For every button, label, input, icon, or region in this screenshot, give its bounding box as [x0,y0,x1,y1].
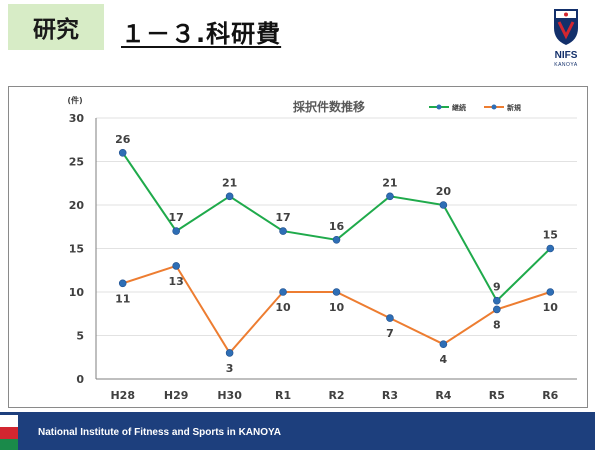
data-label: 3 [226,362,234,375]
data-point [439,340,448,349]
x-tick-label: R1 [275,389,291,402]
data-label: 17 [169,211,184,224]
y-tick-label: 0 [76,373,84,386]
logo-subtext: KANOYA [554,62,578,68]
data-point [118,279,127,288]
data-point [493,296,501,305]
footer: National Institute of Fitness and Sports… [0,412,595,450]
line-chart: 0 5 10 15 20 25 30 H28 H29 H30 R1 R2 R3 R4 R5 R6 26 17 21… [67,95,577,402]
section-tag: 研究 [8,4,104,50]
data-point [118,149,127,157]
footer-bar [18,415,595,450]
data-label: 10 [329,301,345,314]
x-tick-label: R2 [328,389,344,402]
logo-wordmark: NIFS [554,50,578,61]
y-tick-label: 10 [69,286,85,299]
y-tick-label: 30 [69,112,85,125]
data-label: 8 [493,318,501,331]
data-point [546,288,555,296]
data-label: 15 [543,229,558,242]
legend-swatch-marker [436,104,442,110]
shield-emblem-icon [554,9,578,45]
data-label: 13 [169,275,184,288]
data-label: 21 [222,176,237,189]
data-point [279,288,287,296]
x-tick-label: R3 [382,389,398,402]
data-point [172,227,180,235]
data-label: 4 [440,353,448,366]
data-point [386,314,394,322]
data-label: 21 [382,176,397,189]
data-label: 16 [329,220,345,233]
legend-swatch-marker [491,104,497,110]
legend-label: 新規 [507,103,521,112]
data-point [172,262,180,270]
data-point [546,244,555,253]
footer-flag-icon [0,412,18,450]
data-point [225,349,234,357]
x-tick-label: H28 [110,389,135,402]
data-point [493,305,501,314]
data-label: 26 [115,133,131,146]
y-tick-label: 25 [69,156,84,169]
y-tick-label: 5 [76,330,84,343]
footer-institution-name: National Institute of Fitness and Sports… [38,427,281,438]
data-point [279,227,287,235]
data-point [225,192,234,201]
x-tick-label: R5 [489,389,505,402]
data-label: 10 [275,301,291,314]
chart-legend: 継続 新規 [429,103,521,112]
y-axis-unit: (件) [67,95,82,105]
data-label: 20 [436,185,452,198]
data-point [332,236,341,244]
x-tick-label: R4 [435,389,451,402]
data-point [439,201,448,209]
chart-title: 採択件数推移 [293,99,365,114]
x-tick-label: H29 [164,389,189,402]
data-label: 9 [493,281,501,294]
data-point [386,192,394,201]
x-tick-label: R6 [542,389,558,402]
legend-label: 継続 [452,103,466,112]
footer-stripe [0,412,595,415]
data-point [332,288,341,296]
data-label: 11 [115,292,130,305]
chart-frame: 0 5 10 15 20 25 30 H28 H29 H30 R1 R2 R3 R4 R5 R6 26 17 21… [8,86,588,408]
y-tick-label: 20 [69,199,85,212]
data-label: 7 [386,327,394,340]
data-label: 10 [543,301,559,314]
university-logo: NIFS KANOYA [541,6,591,68]
slide-title: １－３.科研費 [121,20,282,48]
x-tick-label: H30 [217,389,242,402]
y-tick-label: 15 [69,243,84,256]
data-label: 17 [275,211,290,224]
